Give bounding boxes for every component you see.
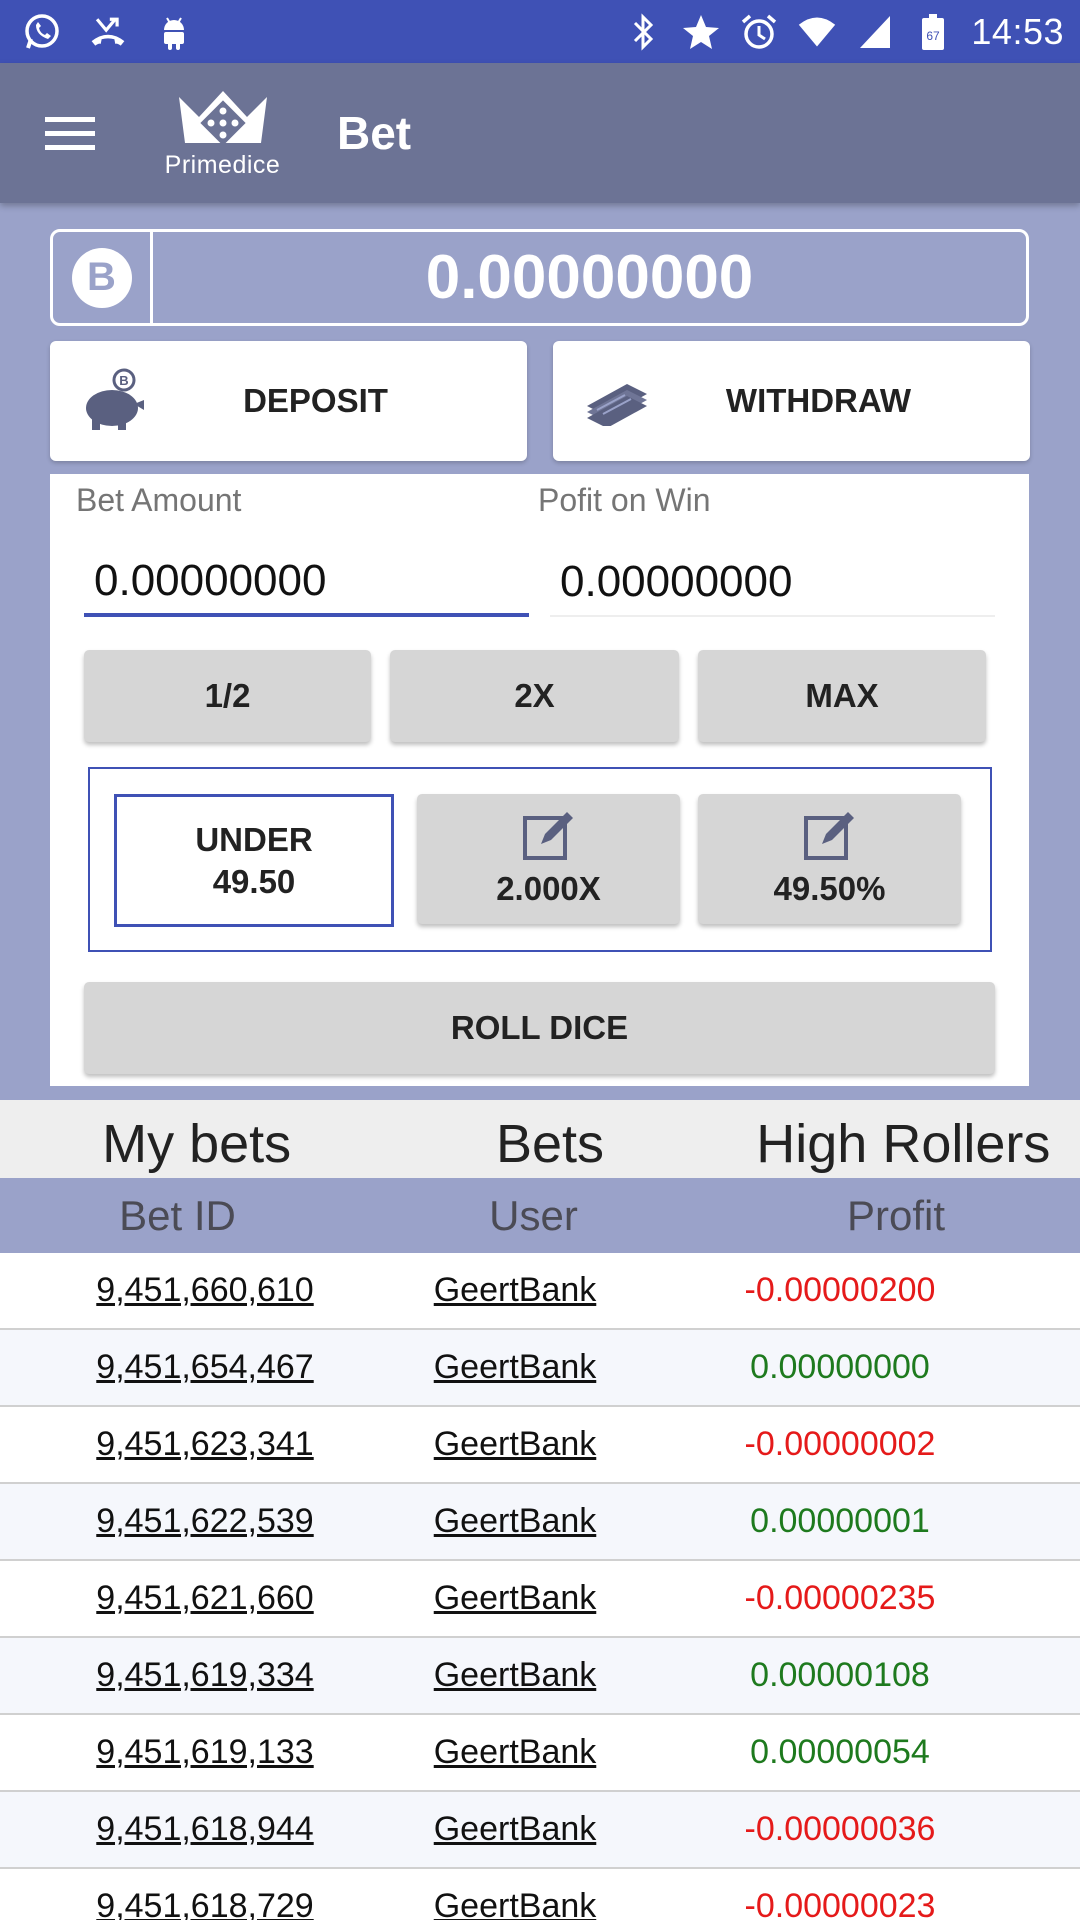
header-bet-id: Bet ID: [119, 1191, 236, 1239]
missed-call-icon: [88, 12, 128, 52]
profit-on-win-label: Pofit on Win: [538, 482, 711, 518]
table-row: 9,451,619,133 GeertBank 0.00000054: [0, 1715, 1080, 1792]
profit-value: 0.00000000: [750, 1348, 930, 1386]
table-row: 9,451,621,660 GeertBank -0.00000235: [0, 1561, 1080, 1638]
edit-icon: [802, 810, 858, 862]
menu-button[interactable]: [0, 63, 140, 203]
deposit-label: DEPOSIT: [243, 382, 388, 419]
status-bar: 67 14:53: [0, 0, 1080, 63]
table-row: 9,451,660,610 GeertBank -0.00000200: [0, 1253, 1080, 1330]
balance-value: 0.00000000: [425, 243, 754, 312]
deposit-button[interactable]: B DEPOSIT: [50, 341, 527, 461]
status-right-icons: 67 14:53: [623, 11, 1064, 53]
alarm-icon: [739, 12, 779, 52]
max-bet-button[interactable]: MAX: [698, 650, 986, 742]
under-value: 49.50: [212, 862, 296, 900]
bet-id-link[interactable]: 9,451,654,467: [96, 1348, 314, 1386]
user-link[interactable]: GeertBank: [433, 1348, 597, 1386]
win-chance-value: 49.50%: [773, 870, 886, 907]
balance-display: B 0.00000000: [50, 229, 1029, 326]
primedice-logo: Primedice: [140, 63, 305, 203]
tab-high-rollers[interactable]: High Rollers: [756, 1114, 1051, 1174]
profit-value: 0.00000108: [750, 1656, 930, 1694]
crown-dice-icon: [178, 90, 267, 146]
user-link[interactable]: GeertBank: [433, 1733, 597, 1771]
user-link[interactable]: GeertBank: [433, 1887, 597, 1920]
half-bet-button[interactable]: 1/2: [84, 650, 371, 742]
profit-value: -0.00000235: [744, 1579, 936, 1617]
android-icon: [154, 12, 194, 52]
page-title: Bet: [337, 107, 412, 159]
profit-value: -0.00000002: [744, 1425, 936, 1463]
user-link[interactable]: GeertBank: [433, 1425, 597, 1463]
header-profit: Profit: [846, 1191, 946, 1239]
bets-tabs: My bets Bets High Rollers: [0, 1100, 1080, 1178]
bet-id-link[interactable]: 9,451,622,539: [96, 1502, 314, 1540]
under-label: UNDER: [195, 820, 313, 858]
table-row: 9,451,654,467 GeertBank 0.00000000: [0, 1330, 1080, 1407]
bluetooth-icon: [623, 12, 663, 52]
profit-value: 0.00000054: [750, 1733, 930, 1771]
star-icon: [681, 12, 721, 52]
header-user: User: [489, 1191, 578, 1239]
win-chance-button[interactable]: 49.50%: [698, 794, 961, 924]
bet-id-link[interactable]: 9,451,660,610: [96, 1271, 314, 1309]
battery-icon: 67: [913, 12, 953, 52]
svg-text:B: B: [119, 373, 128, 388]
status-left-icons: [22, 12, 194, 52]
bitcoin-icon: B: [71, 247, 132, 308]
bet-panel: Bet Amount Pofit on Win 1/2 2X MAX UNDER…: [50, 474, 1029, 1086]
bet-amount-input[interactable]: [84, 549, 529, 617]
user-link[interactable]: GeertBank: [433, 1656, 597, 1694]
table-row: 9,451,618,729 GeertBank -0.00000023: [0, 1869, 1080, 1920]
withdraw-button[interactable]: WITHDRAW: [553, 341, 1030, 461]
wifi-icon: [797, 12, 837, 52]
profit-on-win-input[interactable]: [550, 549, 995, 617]
user-link[interactable]: GeertBank: [433, 1579, 597, 1617]
table-row: 9,451,618,944 GeertBank -0.00000036: [0, 1792, 1080, 1869]
tab-bets[interactable]: Bets: [495, 1114, 605, 1174]
profit-value: -0.00000200: [744, 1271, 936, 1309]
money-stack-icon: [567, 351, 667, 451]
bet-id-link[interactable]: 9,451,618,729: [96, 1887, 314, 1920]
user-link[interactable]: GeertBank: [433, 1502, 597, 1540]
app-toolbar: Primedice Bet: [0, 63, 1080, 203]
profit-value: 0.00000001: [750, 1502, 930, 1540]
bet-id-link[interactable]: 9,451,618,944: [96, 1810, 314, 1848]
bet-id-link[interactable]: 9,451,619,334: [96, 1656, 314, 1694]
withdraw-label: WITHDRAW: [725, 382, 912, 419]
clock: 14:53: [971, 10, 1064, 52]
tab-my-bets[interactable]: My bets: [102, 1114, 292, 1174]
table-row: 9,451,619,334 GeertBank 0.00000108: [0, 1638, 1080, 1715]
user-link[interactable]: GeertBank: [433, 1271, 597, 1309]
whatsapp-icon: [22, 12, 62, 52]
multiplier-button[interactable]: 2.000X: [417, 794, 680, 924]
bet-id-link[interactable]: 9,451,623,341: [96, 1425, 314, 1463]
profit-value: -0.00000023: [744, 1887, 936, 1920]
hamburger-menu-icon: [45, 117, 95, 150]
multiplier-value: 2.000X: [496, 870, 601, 907]
roll-dice-button[interactable]: ROLL DICE: [84, 982, 995, 1074]
user-link[interactable]: GeertBank: [433, 1810, 597, 1848]
piggy-bank-icon: B: [64, 351, 164, 451]
signal-icon: [855, 12, 895, 52]
bet-id-link[interactable]: 9,451,619,133: [96, 1733, 314, 1771]
roll-options: UNDER 49.50 2.000X 49.50%: [88, 767, 992, 952]
under-toggle-button[interactable]: UNDER 49.50: [114, 794, 394, 927]
balance-currency: B: [53, 232, 153, 323]
bet-id-link[interactable]: 9,451,621,660: [96, 1579, 314, 1617]
bets-table-header: Bet ID User Profit: [0, 1178, 1080, 1253]
table-row: 9,451,622,539 GeertBank 0.00000001: [0, 1484, 1080, 1561]
table-row: 9,451,623,341 GeertBank -0.00000002: [0, 1407, 1080, 1484]
double-bet-button[interactable]: 2X: [390, 650, 679, 742]
bets-table-body: 9,451,660,610 GeertBank -0.00000200 9,45…: [0, 1253, 1080, 1920]
bet-amount-label: Bet Amount: [76, 482, 242, 518]
edit-icon: [521, 810, 577, 862]
svg-text:67: 67: [927, 29, 941, 43]
profit-value: -0.00000036: [744, 1810, 936, 1848]
logo-text: Primedice: [164, 150, 281, 179]
